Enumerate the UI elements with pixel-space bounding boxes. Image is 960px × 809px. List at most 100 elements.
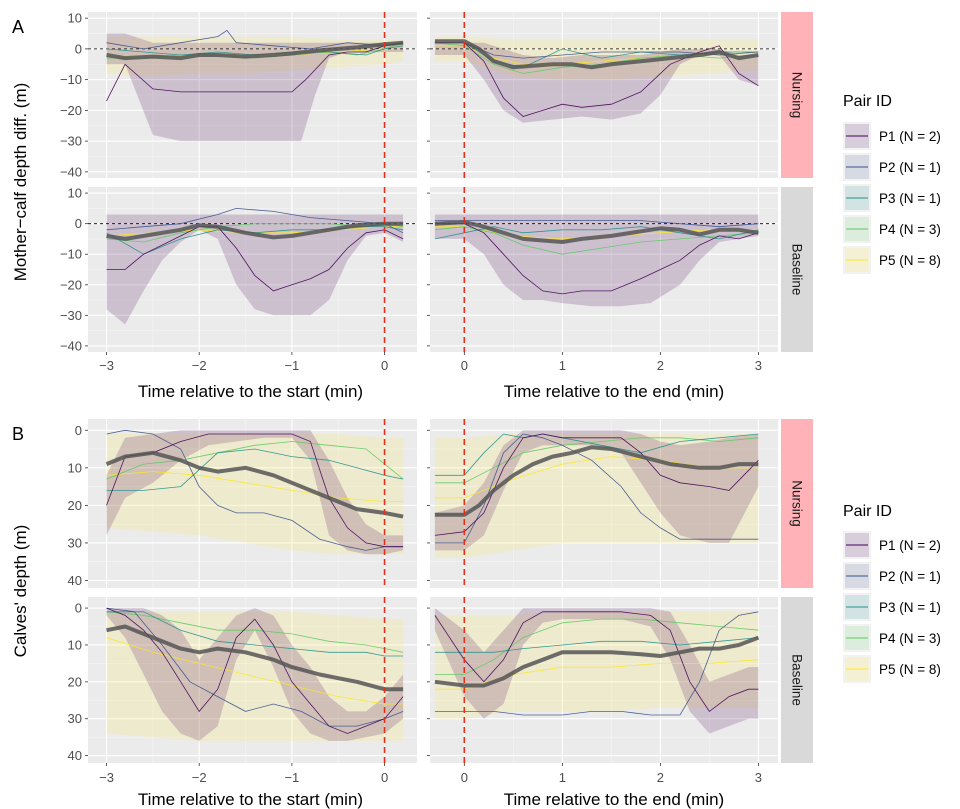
panel-background: [430, 597, 778, 763]
x-tick-label: −1: [284, 770, 299, 785]
legend-label: P4 (N = 3): [879, 631, 941, 646]
legend-entry-p5: P5 (N = 8): [843, 246, 941, 274]
legend-label: P3 (N = 1): [879, 191, 941, 206]
y-tick-label: −30: [60, 308, 82, 323]
line-p3: [106, 611, 404, 657]
x-tick-label: 0: [381, 770, 388, 785]
ribbon-p1: [434, 430, 759, 551]
ribbon-p5: [434, 611, 759, 719]
legend-entry-p4: P4 (N = 3): [843, 624, 941, 652]
y-tick-label: −30: [60, 134, 82, 149]
mean-line: [106, 40, 404, 61]
y-tick-label: 10: [68, 460, 82, 475]
mean-line: [434, 39, 759, 70]
y-tick-label: 0: [75, 41, 82, 56]
facet-b-baseline-end: 0 1 2 3: [427, 597, 778, 785]
legend-label: P1 (N = 2): [879, 538, 941, 553]
line-p1: [434, 611, 759, 712]
line-p5: [106, 637, 404, 705]
line-p4: [106, 611, 404, 653]
y-tick-label: 0: [75, 216, 82, 231]
strip-label: Baseline: [790, 654, 805, 706]
x-tick-label: 3: [755, 358, 762, 373]
legend-entry-p4: P4 (N = 3): [843, 215, 941, 243]
data-layer: [88, 207, 417, 325]
data-layer: [105, 429, 404, 555]
panel-letter-a: A: [12, 17, 24, 37]
y-tick-label: 10: [68, 186, 82, 201]
data-layer: [88, 29, 417, 142]
y-tick-label: 40: [68, 573, 82, 588]
y-axis-title: Mother−calf depth diff. (m): [11, 83, 30, 282]
x-tick-label: 2: [657, 358, 664, 373]
y-tick-label: 20: [68, 674, 82, 689]
y-tick-label: −40: [60, 338, 82, 353]
legend-label: P1 (N = 2): [879, 129, 941, 144]
legend-entry-p3: P3 (N = 1): [843, 593, 941, 621]
facet-b-nursing-start: 0 10 20 30 40: [68, 419, 417, 588]
x-tick-label: −3: [99, 770, 114, 785]
y-tick-label: 30: [68, 535, 82, 550]
data-layer: [430, 36, 778, 123]
legend-entry-p2: P2 (N = 1): [843, 153, 941, 181]
strip-background: [781, 419, 813, 588]
strip-label: Nursing: [790, 480, 805, 527]
legend-label: P3 (N = 1): [879, 600, 941, 615]
legend-label: P2 (N = 1): [879, 569, 941, 584]
line-p5: [106, 471, 404, 503]
x-axis-title-end: Time relative to the end (min): [504, 382, 724, 401]
legend: Pair ID P1 (N = 2) P2 (N = 1) P3 (N = 1) P4 …: [843, 503, 941, 683]
legend-label: P5 (N = 8): [879, 662, 941, 677]
y-tick-label: 40: [68, 748, 82, 763]
line-p3: [434, 637, 759, 653]
x-tick-label: −2: [192, 770, 207, 785]
legend-title: Pair ID: [843, 93, 892, 110]
legend-label: P5 (N = 8): [879, 253, 941, 268]
line-p1: [106, 433, 404, 548]
line-p4: [434, 618, 759, 675]
line-p1: [434, 433, 759, 536]
line-p1: [106, 226, 404, 292]
y-tick-label: −40: [60, 164, 82, 179]
y-tick-label: 30: [68, 711, 82, 726]
x-tick-label: 1: [559, 358, 566, 373]
line-p3: [106, 448, 404, 491]
ribbon-p1: [106, 33, 404, 142]
mean-line: [434, 635, 760, 688]
x-tick-label: 2: [657, 770, 664, 785]
facet-b-nursing-end: [427, 419, 778, 588]
facet-a-baseline-end: 0 1 2 3: [427, 187, 778, 373]
x-tick-label: −3: [99, 358, 114, 373]
ribbon-p1: [434, 608, 759, 734]
data-layer: [106, 607, 404, 741]
line-p2: [106, 429, 404, 551]
ribbon-p1: [106, 214, 404, 325]
line-p1: [106, 42, 404, 102]
x-axis-title-end: Time relative to the end (min): [504, 790, 724, 809]
legend-label: P4 (N = 3): [879, 222, 941, 237]
mean-line: [105, 450, 404, 519]
y-tick-label: 20: [68, 498, 82, 513]
facet-a-nursing-start: −40 −30 −20 −10 0 10: [60, 11, 417, 179]
x-tick-label: −1: [284, 358, 299, 373]
line-p2: [106, 207, 404, 234]
strip-background: [781, 187, 813, 352]
y-tick-label: −10: [60, 247, 82, 262]
legend-entry-p3: P3 (N = 1): [843, 184, 941, 212]
y-axis-title: Calves' depth (m): [11, 525, 30, 658]
panel-background: [88, 419, 417, 588]
y-tick-label: 10: [68, 637, 82, 652]
mean-line: [434, 220, 759, 244]
facet-b-baseline-start: 0 10 20 30 40 −3 −2 −1 0: [68, 597, 417, 785]
mean-line: [106, 221, 404, 241]
legend-label: P2 (N = 1): [879, 160, 941, 175]
line-p1: [434, 42, 759, 117]
ribbon-p1: [106, 608, 404, 741]
panel-background: [88, 597, 417, 763]
x-tick-label: −2: [192, 358, 207, 373]
legend-title: Pair ID: [843, 503, 892, 520]
facet-strip-baseline: Baseline: [781, 187, 813, 352]
line-p2: [106, 29, 404, 50]
